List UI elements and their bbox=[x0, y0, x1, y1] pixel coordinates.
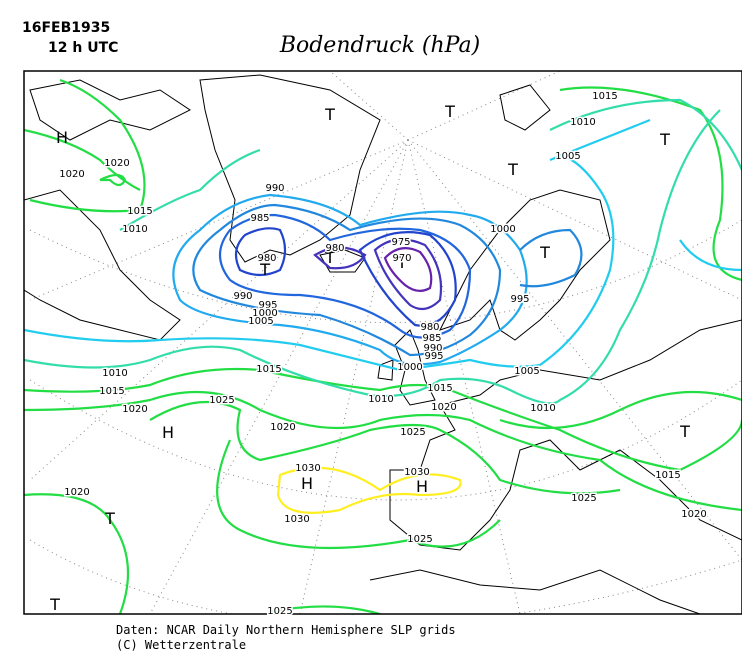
graticule bbox=[29, 71, 742, 614]
pressure-center: T bbox=[444, 102, 455, 121]
isobar-1025 bbox=[149, 400, 621, 614]
isobar-label: 1010 bbox=[530, 403, 555, 414]
isobar-label: 1005 bbox=[514, 366, 539, 377]
coast-iceland bbox=[319, 249, 366, 273]
coast-scandinavia bbox=[439, 189, 611, 341]
isobar-1030 bbox=[276, 466, 462, 514]
map-frame bbox=[23, 70, 742, 615]
pressure-center: T bbox=[679, 422, 690, 441]
isobar-980 bbox=[313, 238, 443, 311]
isobar-label: 995 bbox=[510, 294, 529, 305]
coast-svalbard bbox=[499, 84, 551, 131]
isobar-label: 990 bbox=[233, 291, 252, 302]
pressure-center: H bbox=[301, 474, 313, 493]
isobar-label: 1025 bbox=[407, 534, 432, 545]
isobar-label: 990 bbox=[265, 183, 284, 194]
isobar-label: 1015 bbox=[655, 470, 680, 481]
isobar-label: 1030 bbox=[284, 514, 309, 525]
isobar-label: 1025 bbox=[400, 427, 425, 438]
isobar-label: 1020 bbox=[122, 404, 147, 415]
isobar-label: 1020 bbox=[681, 509, 706, 520]
isobar-label: 1010 bbox=[570, 117, 595, 128]
pressure-center: T bbox=[324, 248, 335, 267]
pressure-center: T bbox=[324, 105, 335, 124]
footer-copyright: (C) Wetterzentrale bbox=[116, 638, 246, 652]
isobar-label: 1015 bbox=[99, 386, 124, 397]
isobar-label: 1020 bbox=[59, 169, 84, 180]
isobar-label: 1015 bbox=[592, 91, 617, 102]
isobar-label: 980 bbox=[325, 243, 344, 254]
isobar-1005 bbox=[24, 118, 742, 372]
isobar-label: 1030 bbox=[295, 463, 320, 474]
isobar-label: 1025 bbox=[209, 395, 234, 406]
isobar-label: 1025 bbox=[571, 493, 596, 504]
isobar-label: 1010 bbox=[368, 394, 393, 405]
isobar-label: 995 bbox=[424, 351, 443, 362]
title: Bodendruck (hPa) bbox=[279, 33, 480, 58]
pressure-center: T bbox=[49, 595, 60, 614]
date: 16FEB1935 bbox=[22, 20, 110, 36]
isobar-label: 985 bbox=[422, 333, 441, 344]
isobar-label: 1010 bbox=[122, 224, 147, 235]
isobar-label: 1005 bbox=[248, 316, 273, 327]
isobar-label: 1000 bbox=[252, 308, 277, 319]
isobar-label: 1030 bbox=[404, 467, 429, 478]
pressure-center: H bbox=[416, 477, 428, 496]
isobar-label: 1010 bbox=[102, 368, 127, 379]
isobar-label: 1015 bbox=[256, 364, 281, 375]
pressure-center: H bbox=[56, 128, 68, 147]
isobar-label: 970 bbox=[392, 253, 411, 264]
isobar-985 bbox=[234, 227, 457, 327]
isobar-label: 1000 bbox=[490, 224, 515, 235]
isobar-label: 1015 bbox=[127, 206, 152, 217]
isobar-label: 980 bbox=[257, 253, 276, 264]
coast-greenland bbox=[199, 74, 381, 263]
pressure-center: T bbox=[659, 130, 670, 149]
pressure-center: T bbox=[104, 509, 115, 528]
isobar-995 bbox=[192, 203, 583, 357]
isobar-label: 1025 bbox=[267, 606, 292, 617]
isobar-label: 995 bbox=[258, 300, 277, 311]
pressure-center: T bbox=[259, 260, 270, 279]
footer-source: Daten: NCAR Daily Northern Hemisphere SL… bbox=[116, 623, 456, 637]
isobars bbox=[24, 78, 742, 614]
isobar-990 bbox=[218, 213, 472, 339]
isobar-975 bbox=[383, 247, 433, 292]
isobar-label: 1020 bbox=[270, 422, 295, 433]
isobar-label: 990 bbox=[423, 343, 442, 354]
isobar-label: 1020 bbox=[104, 158, 129, 169]
isobar-label: 980 bbox=[420, 322, 439, 333]
isobar-label: 1000 bbox=[397, 362, 422, 373]
pressure-center: T bbox=[539, 243, 550, 262]
isobar-label: 1020 bbox=[64, 487, 89, 498]
isobar-1020 bbox=[24, 128, 742, 614]
map-body bbox=[24, 71, 742, 614]
coastlines bbox=[24, 74, 742, 614]
isobar-label: 1005 bbox=[555, 151, 580, 162]
pressure-center: H bbox=[162, 423, 174, 442]
isobar-label: 985 bbox=[250, 213, 269, 224]
pressure-center: T bbox=[396, 253, 407, 272]
isobar-label: 1015 bbox=[427, 383, 452, 394]
graticule-line bbox=[29, 71, 742, 614]
coast-africa bbox=[369, 569, 701, 614]
isobar-label: 1020 bbox=[431, 402, 456, 413]
time: 12 h UTC bbox=[48, 40, 118, 56]
pressure-center: T bbox=[507, 160, 518, 179]
isobar-label: 975 bbox=[391, 237, 410, 248]
graticule-line bbox=[29, 219, 742, 614]
isobar-1015 bbox=[24, 78, 742, 472]
isobar-1010 bbox=[24, 98, 742, 405]
coast-canada bbox=[24, 79, 191, 341]
